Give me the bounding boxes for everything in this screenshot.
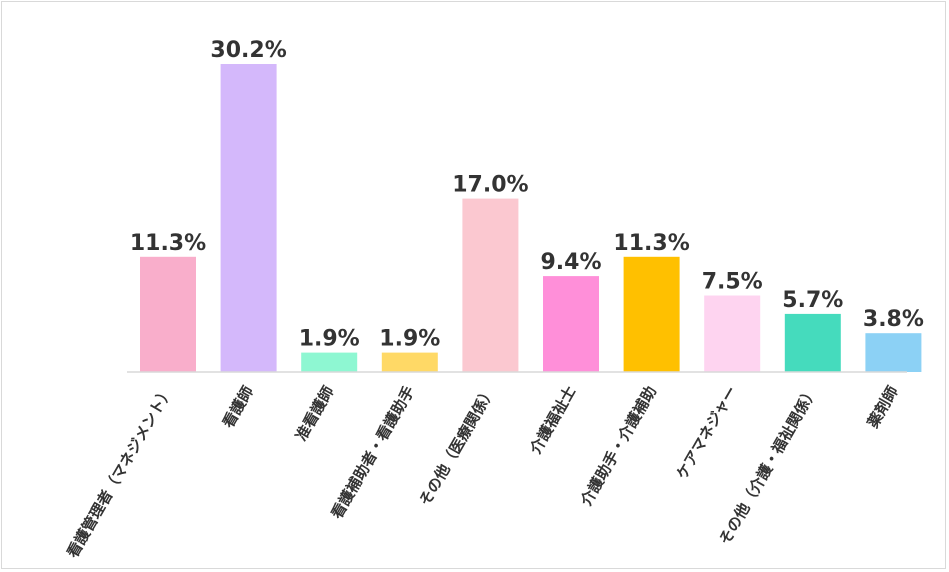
bar-9 [784,313,841,372]
data-label-10: 3.8% [863,307,924,332]
bar-7 [623,256,680,372]
data-label-2: 30.2% [210,38,286,63]
category-label-7: 介護助手・介護補助 [576,383,660,510]
data-label-3: 1.9% [299,327,360,352]
category-label-2: 看護師 [219,383,257,431]
data-label-9: 5.7% [782,288,843,313]
data-label-8: 7.5% [702,270,763,295]
category-label-1: 看護管理者（マネジメント） [63,383,176,561]
category-label-3: 准看護師 [292,383,338,444]
category-label-6: 介護福祉士 [526,383,580,458]
bar-4 [381,352,438,372]
bar-6 [543,276,599,372]
data-label-7: 11.3% [613,231,689,256]
data-label-5: 17.0% [452,173,528,198]
data-label-1: 11.3% [130,231,206,256]
bars-group [140,64,922,372]
bar-3 [301,352,358,372]
value-labels-group: 11.3% 30.2% 1.9% 1.9% 17.0% 9.4% 11.3% 7.5% 5.7%… [130,38,924,352]
bar-5 [462,198,519,372]
category-label-8: ケアマネジャー [673,383,741,482]
bar-8 [704,295,761,372]
bar-10 [865,333,922,372]
category-label-10: 薬剤師 [863,383,902,432]
data-label-4: 1.9% [379,327,440,352]
bar-2 [220,64,277,372]
bar-1 [140,256,196,372]
category-label-4: 看護補助者・看護助手 [328,383,419,522]
category-label-5: その他（医療関係） [416,383,499,509]
data-label-6: 9.4% [540,250,601,275]
